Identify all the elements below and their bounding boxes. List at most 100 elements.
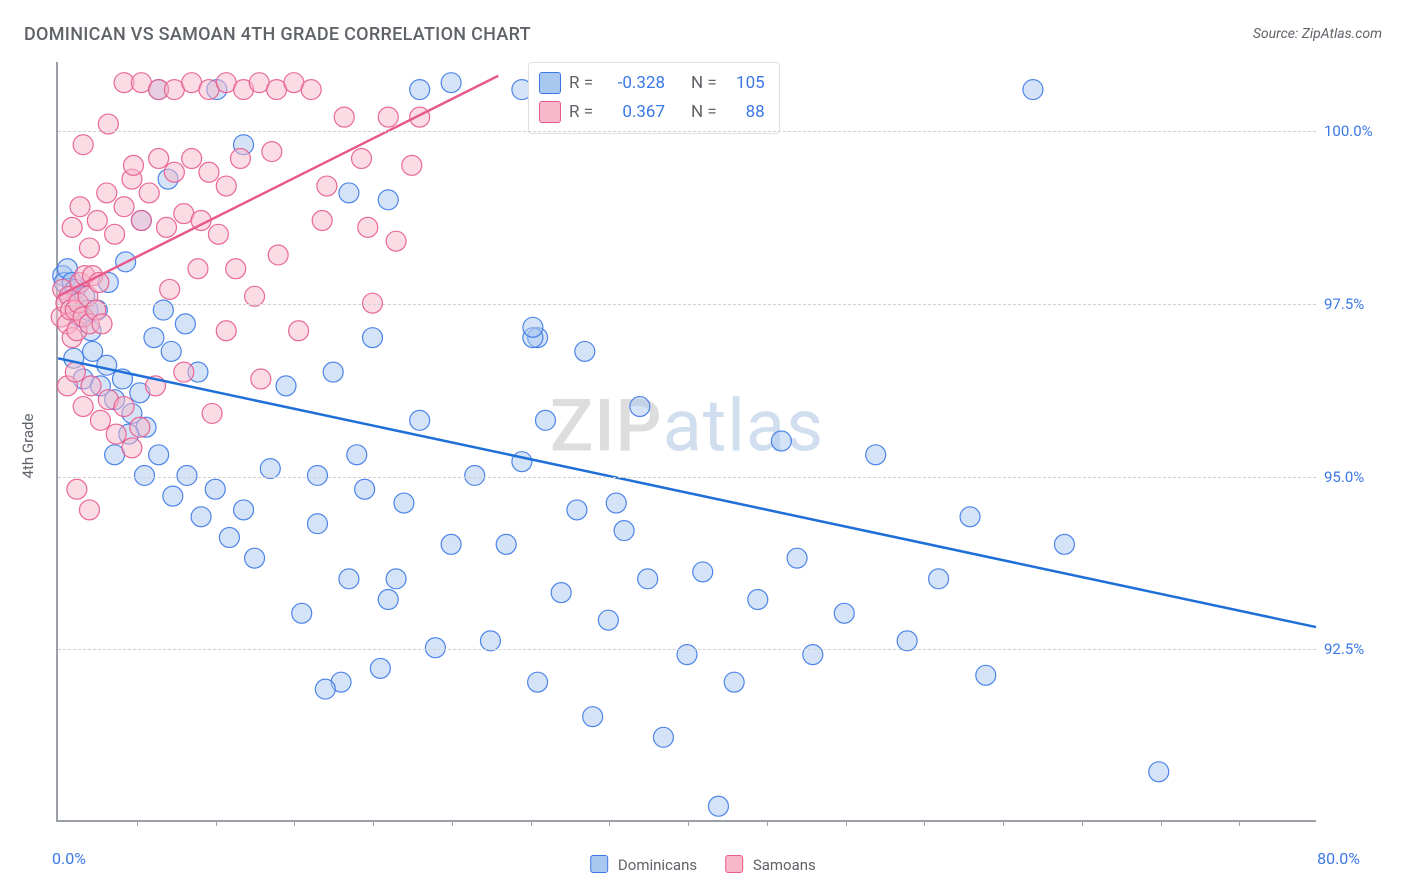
- data-point: [355, 479, 375, 499]
- data-point: [960, 507, 980, 527]
- data-point: [174, 362, 194, 382]
- x-tick-mark: [373, 820, 374, 826]
- data-point: [188, 259, 208, 279]
- data-point: [205, 479, 225, 499]
- data-point: [164, 162, 184, 182]
- data-point: [567, 500, 587, 520]
- data-point: [67, 479, 87, 499]
- source-text: Source: ZipAtlas.com: [1253, 26, 1382, 42]
- data-point: [378, 190, 398, 210]
- data-point: [149, 445, 169, 465]
- r-label-2: R =: [569, 98, 593, 127]
- data-point: [693, 562, 713, 582]
- data-point: [1149, 762, 1169, 782]
- stats-box: R = -0.328 N = 105 R = 0.367 N = 88: [528, 62, 780, 134]
- x-tick-mark: [767, 820, 768, 826]
- data-point: [1023, 80, 1043, 100]
- data-point: [202, 403, 222, 423]
- x-tick-mark: [688, 820, 689, 826]
- data-point: [234, 500, 254, 520]
- data-point: [81, 376, 101, 396]
- r-value-2: 0.367: [601, 98, 665, 127]
- data-point: [352, 148, 372, 168]
- data-point: [575, 341, 595, 361]
- data-point: [163, 486, 183, 506]
- data-point: [386, 231, 406, 251]
- data-point: [87, 211, 107, 231]
- data-point: [114, 197, 134, 217]
- data-point: [339, 183, 359, 203]
- data-point: [402, 155, 422, 175]
- x-tick-mark: [1161, 820, 1162, 826]
- data-point: [226, 259, 246, 279]
- data-point: [122, 438, 142, 458]
- data-point: [523, 317, 543, 337]
- data-point: [262, 142, 282, 162]
- data-point: [90, 410, 110, 430]
- y-tick-label: 92.5%: [1324, 640, 1388, 658]
- stats-swatch-samoans: [539, 101, 561, 123]
- data-point: [535, 410, 555, 430]
- x-min-label: 0.0%: [52, 849, 86, 868]
- legend-swatch-samoans: [725, 855, 743, 873]
- n-value-1: 105: [725, 69, 765, 98]
- data-point: [144, 328, 164, 348]
- gridline: [58, 649, 1316, 650]
- data-point: [251, 369, 271, 389]
- data-point: [363, 328, 383, 348]
- data-point: [219, 527, 239, 547]
- data-point: [465, 465, 485, 485]
- scatter-svg: [58, 62, 1316, 820]
- data-point: [245, 548, 265, 568]
- data-point: [323, 362, 343, 382]
- data-point: [378, 107, 398, 127]
- x-max-label: 80.0%: [1317, 849, 1360, 868]
- n-value-2: 88: [725, 98, 765, 127]
- data-point: [394, 493, 414, 513]
- data-point: [339, 569, 359, 589]
- x-tick-mark: [609, 820, 610, 826]
- data-point: [79, 238, 99, 258]
- x-tick-mark: [216, 820, 217, 826]
- data-point: [551, 583, 571, 603]
- data-point: [410, 107, 430, 127]
- data-point: [230, 148, 250, 168]
- data-point: [614, 521, 634, 541]
- data-point: [97, 355, 117, 375]
- data-point: [79, 500, 99, 520]
- data-point: [182, 148, 202, 168]
- data-point: [139, 183, 159, 203]
- data-point: [638, 569, 658, 589]
- data-point: [378, 590, 398, 610]
- data-point: [208, 224, 228, 244]
- data-point: [480, 631, 500, 651]
- data-point: [606, 493, 626, 513]
- data-point: [149, 148, 169, 168]
- data-point: [358, 217, 378, 237]
- gridline: [58, 131, 1316, 132]
- x-tick-mark: [924, 820, 925, 826]
- data-point: [315, 679, 335, 699]
- data-point: [157, 217, 177, 237]
- regression-line: [58, 358, 1316, 627]
- stats-row-2: R = 0.367 N = 88: [539, 98, 765, 127]
- data-point: [175, 314, 195, 334]
- data-point: [897, 631, 917, 651]
- data-point: [106, 424, 126, 444]
- data-point: [130, 417, 150, 437]
- x-tick-mark: [452, 820, 453, 826]
- data-point: [528, 672, 548, 692]
- data-point: [370, 658, 390, 678]
- data-point: [312, 211, 332, 231]
- data-point: [123, 155, 143, 175]
- data-point: [347, 445, 367, 465]
- data-point: [301, 80, 321, 100]
- data-point: [317, 176, 337, 196]
- data-point: [677, 645, 697, 665]
- data-point: [748, 590, 768, 610]
- bottom-legend: Dominicans Samoans: [590, 855, 816, 874]
- data-point: [62, 217, 82, 237]
- data-point: [65, 362, 85, 382]
- data-point: [386, 569, 406, 589]
- data-point: [199, 162, 219, 182]
